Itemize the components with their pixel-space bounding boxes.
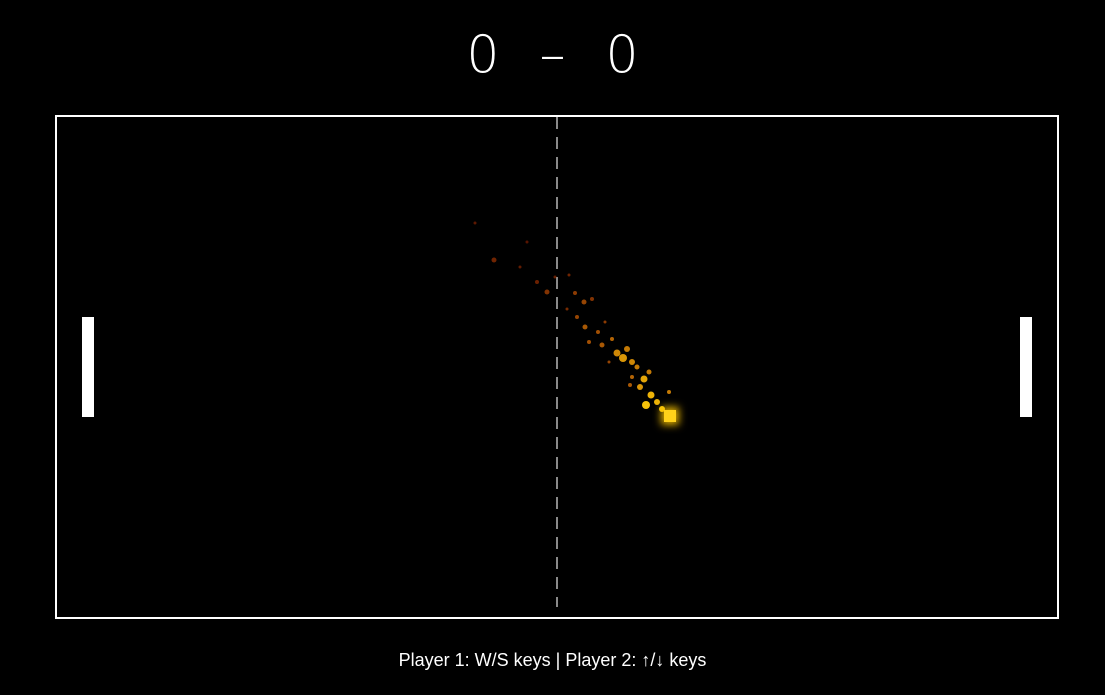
trail-particle xyxy=(567,273,571,277)
trail-particle xyxy=(637,384,643,390)
trail-particle xyxy=(607,360,611,364)
game-field[interactable] xyxy=(55,115,1059,619)
trail-particle xyxy=(634,364,640,370)
trail-particle xyxy=(628,383,632,387)
field-canvas xyxy=(473,117,671,607)
trail-particle xyxy=(603,320,607,324)
trail-particle xyxy=(491,257,497,263)
ball-trail xyxy=(473,221,671,412)
trail-particle xyxy=(659,406,665,412)
trail-particle xyxy=(624,346,630,352)
score-separator: – xyxy=(539,25,566,85)
trail-particle xyxy=(647,391,655,399)
trail-particle xyxy=(573,291,577,295)
trail-particle xyxy=(590,297,594,301)
trail-particle xyxy=(565,307,569,311)
left-paddle xyxy=(82,317,94,417)
trail-particle xyxy=(582,324,588,330)
trail-particle xyxy=(630,375,634,379)
trail-particle xyxy=(654,399,660,405)
trail-particle xyxy=(553,275,557,279)
trail-particle xyxy=(596,330,600,334)
trail-particle xyxy=(587,340,591,344)
ball xyxy=(664,410,676,422)
trail-particle xyxy=(599,342,605,348)
trail-particle xyxy=(646,369,652,375)
trail-particle xyxy=(525,240,529,244)
trail-particle xyxy=(575,315,579,319)
right-paddle xyxy=(1020,317,1032,417)
controls-hint: Player 1: W/S keys | Player 2: ↑/↓ keys xyxy=(398,650,707,670)
player2-score: 0 xyxy=(605,25,639,85)
trail-particle xyxy=(518,265,522,269)
player1-score: 0 xyxy=(466,25,500,85)
trail-particle xyxy=(535,280,539,284)
trail-particle xyxy=(610,337,614,341)
trail-particle xyxy=(581,299,587,305)
trail-particle xyxy=(544,289,550,295)
trail-particle xyxy=(613,349,621,357)
scoreboard: 0 – 0 xyxy=(0,22,1105,88)
trail-particle xyxy=(642,401,650,409)
trail-particle xyxy=(667,390,671,394)
trail-particle xyxy=(640,375,648,383)
trail-particle xyxy=(619,354,627,362)
trail-particle xyxy=(629,359,635,365)
trail-particle xyxy=(473,221,477,225)
